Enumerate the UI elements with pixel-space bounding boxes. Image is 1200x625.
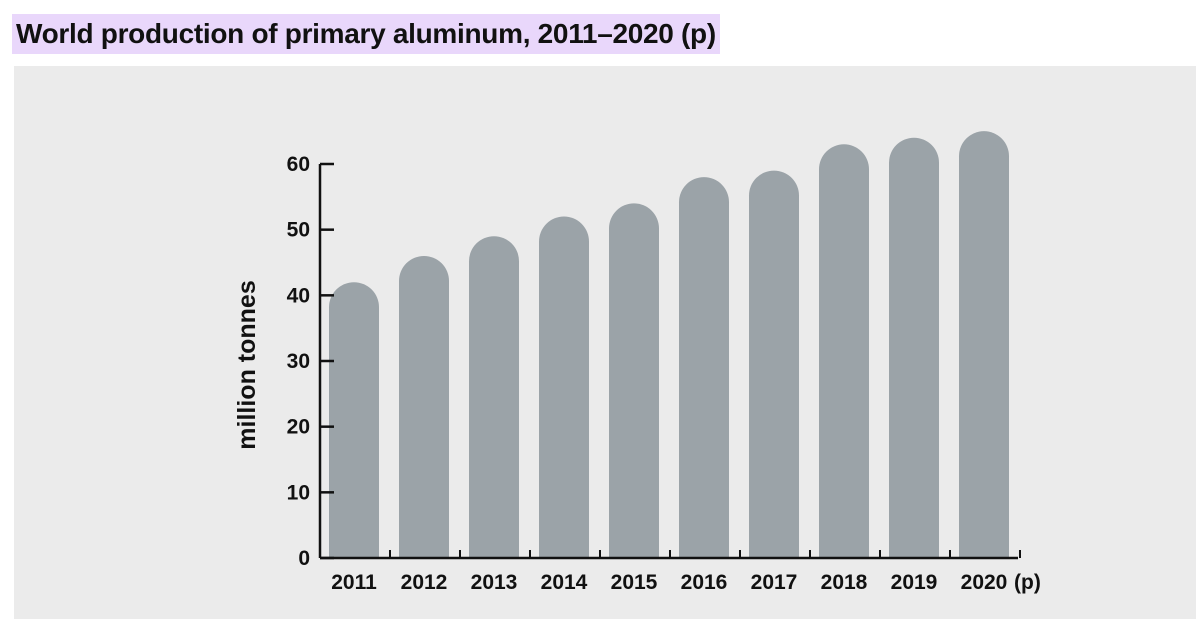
bar-2015 bbox=[609, 203, 659, 558]
bar-2018 bbox=[819, 144, 869, 559]
x-tick-label-2015: 2015 bbox=[611, 571, 658, 594]
x-tick-label-suffix: (p) bbox=[1014, 571, 1041, 594]
y-tick-label-30: 30 bbox=[287, 350, 310, 373]
x-tick-label-2012: 2012 bbox=[401, 571, 448, 594]
x-tick-label-2019: 2019 bbox=[891, 571, 938, 594]
bar-2020 bbox=[959, 131, 1009, 558]
bar-2013 bbox=[469, 236, 519, 558]
page-title: World production of primary aluminum, 20… bbox=[12, 14, 720, 54]
bars-group bbox=[329, 131, 1009, 559]
x-tick-label-2013: 2013 bbox=[471, 571, 518, 594]
bar-2012 bbox=[399, 255, 449, 559]
y-tick-label-20: 20 bbox=[287, 416, 310, 439]
y-tick-label-60: 60 bbox=[287, 153, 310, 176]
y-tick-label-10: 10 bbox=[287, 481, 310, 504]
axes-group bbox=[318, 162, 1021, 560]
bar-2016 bbox=[679, 177, 729, 559]
y-axis-title: million tonnes bbox=[233, 280, 261, 449]
bar-2014 bbox=[539, 216, 589, 558]
bar-2019 bbox=[889, 137, 939, 558]
y-tick-label-0: 0 bbox=[298, 547, 310, 570]
x-tick-label-2018: 2018 bbox=[821, 571, 868, 594]
x-tick-label-2011: 2011 bbox=[331, 571, 377, 594]
bar-2017 bbox=[749, 170, 799, 559]
x-tick-label-2017: 2017 bbox=[751, 571, 798, 594]
bar-2011 bbox=[329, 282, 379, 558]
x-tick-label-2016: 2016 bbox=[681, 571, 728, 594]
y-tick-label-40: 40 bbox=[287, 284, 310, 307]
labels-group: 2011 2012 2013 2014 2015 2016 2017 2018 2019 2020… bbox=[287, 153, 1041, 594]
x-tick-label-2020: 2020 bbox=[961, 571, 1008, 594]
x-tick-label-2014: 2014 bbox=[541, 571, 588, 594]
y-tick-label-50: 50 bbox=[287, 219, 310, 242]
